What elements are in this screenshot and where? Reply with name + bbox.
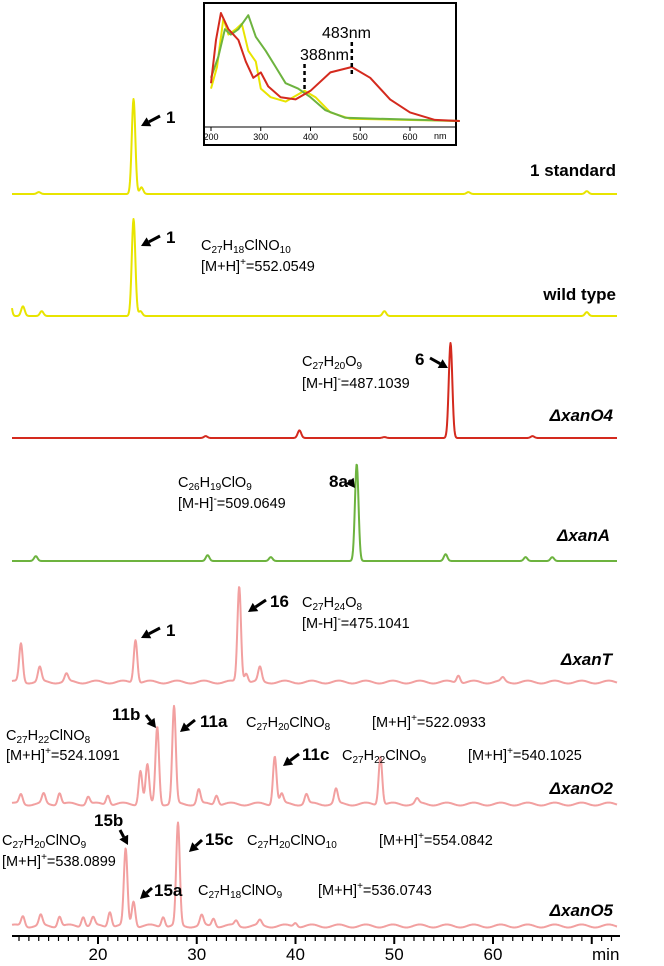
uv-tick-label: 600 [402, 132, 417, 142]
peak-label-wt-1: 1 [166, 228, 175, 247]
arrow-head [141, 629, 152, 639]
peak-arrows [118, 114, 448, 899]
trace-6 [11, 704, 618, 807]
uv-x-unit: nm [434, 131, 447, 141]
uv-tick-label: 200 [203, 132, 218, 142]
uv-marker-label: 388nm [300, 47, 349, 64]
uv-tick-label: 500 [353, 132, 368, 142]
peak-label-std-1: 1 [166, 108, 175, 127]
x-tick-label: 50 [385, 945, 404, 964]
arrow-shaft [148, 114, 161, 124]
uv-spectrum-2 [210, 14, 460, 122]
arrow-head [283, 756, 294, 766]
peak-label-15b: 15b [94, 811, 123, 830]
arrow-head [141, 117, 152, 127]
arrow-head [437, 359, 448, 368]
arrow-head [146, 717, 156, 728]
uv-x-axis: 200 300 400 500 600 [203, 126, 456, 142]
mass-wt: [M+H]+=552.0549 [201, 257, 315, 275]
x-axis-label: min [592, 945, 619, 964]
trace-3 [11, 342, 618, 439]
mass-11b: [M+H]+=524.1091 [6, 746, 120, 764]
arrow-shaft [429, 356, 441, 365]
x-tick-label: 40 [286, 945, 305, 964]
uv-curves [210, 12, 460, 122]
formula-15a: C27H18ClNO9 [198, 883, 283, 901]
arrow-head [248, 602, 259, 612]
chromatogram-traces [11, 98, 618, 929]
formula-16: C27H24O8 [302, 595, 363, 613]
peak-label-15a: 15a [154, 881, 183, 900]
uv-wavelength-markers: 388nm 483nm [300, 25, 371, 90]
arrow-shaft [254, 598, 267, 609]
formula-8a: C26H19ClO9 [178, 475, 252, 493]
trace-label-1-standard: 1 standard [530, 161, 616, 180]
peak-label-11c: 11c [302, 745, 329, 764]
trace-label-wild-type: wild type [542, 285, 616, 304]
formula-15b: C27H20ClNO9 [2, 833, 87, 851]
formula-11c: C27H22ClNO9 [342, 748, 427, 766]
x-tick-label: 60 [484, 945, 503, 964]
arrow-shaft [186, 718, 196, 728]
peak-label-8a: 8a [329, 472, 348, 491]
peak-label-t-1: 1 [166, 621, 175, 640]
arrow-head [189, 842, 200, 852]
trace-1 [11, 98, 618, 195]
arrow-head [140, 889, 151, 899]
arrow-head [345, 477, 355, 488]
mass-6: [M-H]-=487.1039 [302, 374, 410, 392]
mass-16: [M-H]-=475.1041 [302, 614, 410, 632]
formula-6: C27H20O9 [302, 354, 363, 372]
trace-7 [11, 821, 618, 929]
uv-marker-label: 483nm [322, 25, 371, 42]
x-axis: 20 30 40 50 60 [12, 935, 620, 964]
arrow-shaft [145, 886, 154, 895]
x-tick-label: 20 [89, 945, 108, 964]
formula-wt: C27H18ClNO10 [201, 238, 291, 256]
peak-label-11b: 11b [112, 705, 140, 724]
arrow-head [141, 237, 152, 247]
arrow-shaft [144, 714, 152, 722]
arrow-shaft [148, 234, 161, 244]
arrow-shaft [148, 626, 161, 636]
uv-spectrum-3 [210, 12, 460, 122]
uv-tick-label: 400 [303, 132, 318, 142]
trace-label-xanO5: ΔxanO5 [549, 901, 614, 920]
formula-11b: C27H22ClNO8 [6, 728, 91, 746]
arrow-shaft [118, 829, 126, 838]
trace-label-xanT: ΔxanT [560, 650, 614, 669]
uv-tick-label: 300 [253, 132, 268, 142]
arrow-shaft [289, 752, 300, 762]
mass-15b: [M+H]+=538.0899 [2, 852, 116, 870]
trace-4 [11, 463, 618, 562]
trace-label-xanO2: ΔxanO2 [549, 779, 614, 798]
mass-11a: [M+H]+=522.0933 [372, 713, 486, 731]
mass-11c: [M+H]+=540.1025 [468, 746, 582, 764]
arrow-head [180, 722, 191, 732]
trace-label-xanA: ΔxanA [556, 526, 610, 545]
x-tick-label: 30 [187, 945, 206, 964]
trace-label-xanO4: ΔxanO4 [549, 406, 614, 425]
mass-15c: [M+H]+=554.0842 [379, 831, 493, 849]
peak-label-16: 16 [270, 592, 289, 611]
trace-2 [11, 218, 618, 317]
formula-11a: C27H20ClNO8 [246, 715, 331, 733]
formula-15c: C27H20ClNO10 [247, 833, 337, 851]
mass-15a: [M+H]+=536.0743 [318, 881, 432, 899]
peak-label-11a: 11a [200, 712, 228, 731]
arrow-shaft [347, 479, 351, 482]
mass-8a: [M-H]-=509.0649 [178, 494, 286, 512]
uv-inset: 200 300 400 500 600 nm 388nm 483nm [203, 2, 460, 146]
peak-label-15c: 15c [205, 830, 233, 849]
peak-label-6: 6 [415, 350, 424, 369]
arrow-shaft [194, 838, 204, 847]
trace-5 [11, 586, 618, 685]
arrow-head [119, 834, 129, 845]
